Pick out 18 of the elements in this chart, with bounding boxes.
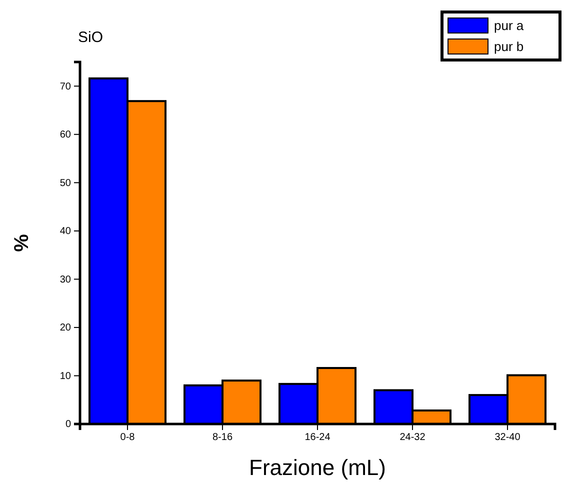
x-axis-title: Frazione (mL) xyxy=(249,455,386,480)
y-tick-label: 50 xyxy=(60,178,72,189)
y-tick-label: 20 xyxy=(60,322,72,334)
x-tick-label: 8-16 xyxy=(212,432,233,444)
y-axis-title: % xyxy=(11,234,33,252)
x-tick-label: 0-8 xyxy=(120,432,136,444)
chart-title: SiO xyxy=(78,29,104,46)
x-tick-label: 16-24 xyxy=(304,432,331,444)
y-tick-label: 30 xyxy=(60,274,72,286)
x-tick-label: 32-40 xyxy=(494,432,521,444)
y-tick-label: 0 xyxy=(65,419,72,430)
legend-label: pur b xyxy=(494,39,524,54)
y-tick-label: 70 xyxy=(60,81,72,92)
y-tick-label: 10 xyxy=(60,370,72,382)
y-tick-label: 60 xyxy=(60,130,72,141)
y-tick-label: 40 xyxy=(60,226,72,238)
legend-label: pur a xyxy=(494,18,524,33)
x-tick-label: 24-32 xyxy=(400,432,426,444)
